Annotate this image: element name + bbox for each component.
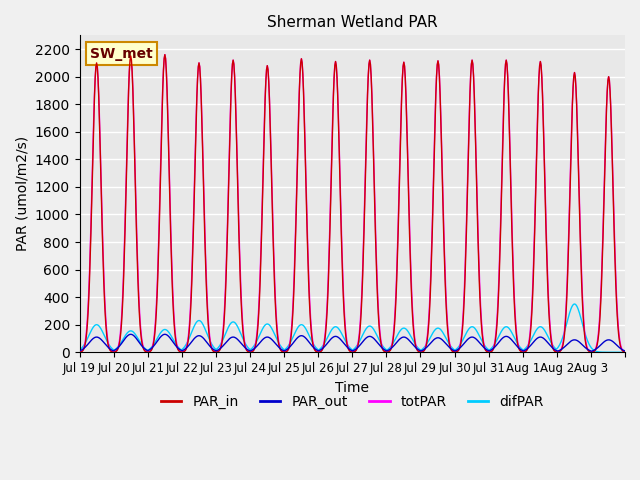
PAR_out — [76, 348, 83, 354]
PAR_in — [440, 229, 447, 235]
PAR_out — [409, 342, 417, 348]
difPAR — [76, 347, 83, 353]
totPAR — [588, 349, 595, 355]
totPAR — [76, 349, 83, 355]
PAR_out — [127, 332, 134, 337]
PAR_in — [409, 322, 417, 327]
difPAR — [408, 336, 416, 342]
totPAR — [241, 338, 248, 344]
X-axis label: Time: Time — [335, 381, 369, 395]
Title: Sherman Wetland PAR: Sherman Wetland PAR — [267, 15, 438, 30]
difPAR — [621, 349, 629, 355]
PAR_in — [588, 349, 595, 355]
totPAR — [268, 169, 275, 175]
totPAR — [289, 316, 296, 322]
PAR_in — [241, 341, 248, 347]
totPAR — [621, 349, 629, 355]
difPAR — [439, 330, 447, 336]
difPAR — [571, 301, 579, 307]
PAR_out — [241, 344, 248, 350]
Line: totPAR: totPAR — [79, 55, 625, 352]
PAR_in — [140, 346, 147, 352]
totPAR — [140, 345, 147, 350]
PAR_out — [140, 346, 148, 351]
totPAR — [409, 316, 417, 322]
Text: SW_met: SW_met — [90, 47, 153, 60]
PAR_in — [76, 349, 83, 355]
PAR_out — [268, 336, 275, 342]
PAR_out — [588, 348, 595, 354]
PAR_in — [289, 321, 296, 327]
Y-axis label: PAR (umol/m2/s): PAR (umol/m2/s) — [15, 136, 29, 252]
Line: PAR_out: PAR_out — [79, 335, 625, 351]
PAR_in — [268, 176, 275, 181]
Line: PAR_in: PAR_in — [79, 55, 625, 352]
PAR_in — [161, 52, 169, 58]
difPAR — [140, 344, 147, 350]
difPAR — [287, 337, 295, 343]
difPAR — [240, 338, 248, 344]
PAR_out — [440, 338, 447, 344]
totPAR — [440, 221, 447, 227]
totPAR — [161, 52, 169, 58]
Legend: PAR_in, PAR_out, totPAR, difPAR: PAR_in, PAR_out, totPAR, difPAR — [155, 390, 550, 415]
PAR_out — [289, 341, 296, 347]
Line: difPAR: difPAR — [79, 304, 625, 352]
PAR_out — [621, 348, 629, 354]
PAR_in — [621, 349, 629, 355]
difPAR — [267, 324, 275, 330]
